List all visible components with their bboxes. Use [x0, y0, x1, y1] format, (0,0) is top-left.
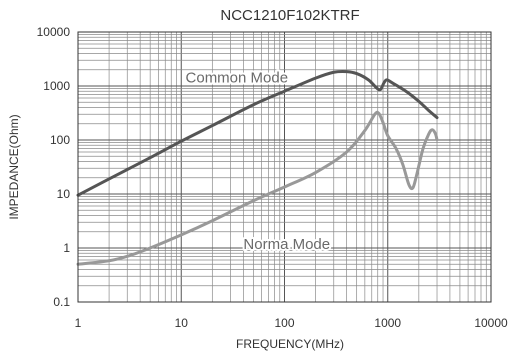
- y-tick-label: 100: [50, 133, 70, 147]
- series-line-norma-mode: [76, 110, 439, 266]
- y-tick-label: 10000: [37, 25, 71, 39]
- annotation-halo: Norma Mode: [243, 236, 330, 253]
- y-tick-label: 1000: [43, 79, 70, 93]
- x-tick-label: 1: [75, 316, 82, 330]
- y-tick-label: 10: [57, 187, 71, 201]
- x-tick-label: 10000: [474, 316, 508, 330]
- x-axis-label: FREQUENCY(MHz): [236, 337, 344, 351]
- x-tick-label: 10: [175, 316, 189, 330]
- y-tick-labels: 0.1 1 10 100 1000 10000: [37, 25, 71, 309]
- y-axis-label: IMPEDANCE(Ohm): [7, 114, 21, 219]
- annotation-label: Norma Mode: [243, 236, 330, 253]
- annotation-halo: Common Mode: [186, 70, 289, 87]
- x-tick-labels: 1 10 100 1000 10000: [75, 316, 508, 330]
- y-tick-label: 1: [63, 241, 70, 255]
- series-line-common-mode: [76, 69, 439, 197]
- plot-frame: [77, 31, 492, 303]
- grid: [78, 32, 491, 302]
- y-tick-label: 0.1: [53, 295, 70, 309]
- chart-title: NCC1210F102KTRF: [220, 7, 359, 24]
- x-tick-label: 1000: [374, 316, 401, 330]
- curves: [76, 69, 439, 266]
- annotation-label: Common Mode: [186, 70, 289, 87]
- x-tick-label: 100: [274, 316, 294, 330]
